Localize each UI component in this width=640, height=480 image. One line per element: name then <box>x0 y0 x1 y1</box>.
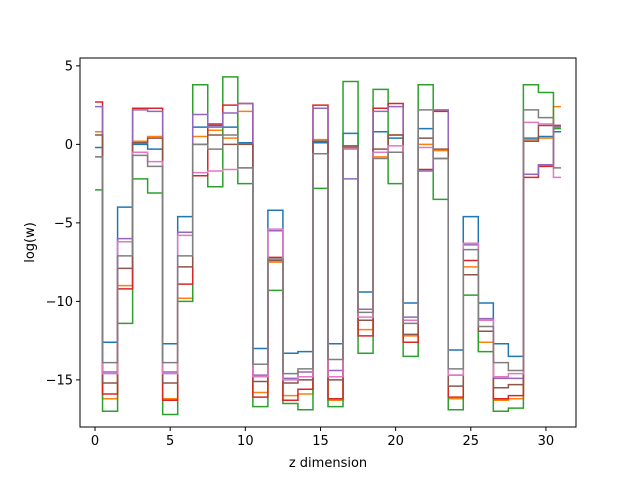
y-tick-label: 5 <box>65 59 73 74</box>
x-tick-label: 25 <box>463 434 480 449</box>
y-tick-label: −10 <box>46 295 73 310</box>
x-tick-label: 10 <box>237 434 254 449</box>
x-tick-label: 30 <box>538 434 555 449</box>
x-axis: 0 5 10 15 20 25 30 <box>91 427 554 449</box>
y-tick-label: −15 <box>46 373 73 388</box>
x-tick-label: 20 <box>387 434 404 449</box>
y-axis: −15 −10 −5 0 5 <box>46 59 80 388</box>
y-tick-label: −5 <box>54 216 73 231</box>
y-axis-label: log(w) <box>23 222 38 263</box>
series-layer <box>95 76 561 416</box>
x-tick-label: 0 <box>91 434 99 449</box>
y-tick-label: 0 <box>65 138 73 153</box>
plot-area-frame <box>79 57 577 428</box>
series-line-8 <box>95 109 561 375</box>
x-tick-label: 15 <box>312 434 329 449</box>
x-tick-label: 5 <box>166 434 174 449</box>
x-axis-label: z dimension <box>289 456 367 471</box>
